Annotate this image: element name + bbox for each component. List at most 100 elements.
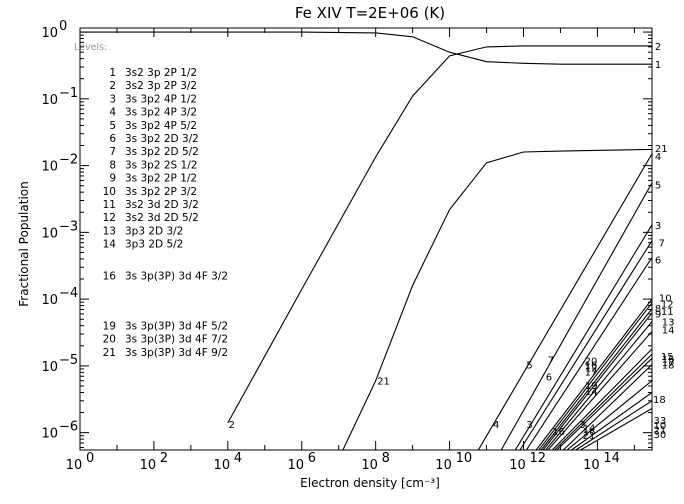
legend-level-config: 3s2 3p 2P 1/2: [125, 67, 197, 79]
curve-level-16: [556, 357, 652, 450]
curve-label: 14: [585, 387, 598, 398]
curve-label: 3: [579, 420, 585, 431]
curve-level-7: [519, 240, 652, 450]
curve-label: 30: [654, 430, 667, 441]
x-tick-label: 10: [214, 458, 231, 473]
curve-label: 33: [654, 416, 667, 427]
curve-label: 12: [585, 363, 598, 374]
x-tick-label: 10: [66, 458, 83, 473]
curve-label: 21: [655, 144, 668, 155]
curve-level-3: [514, 224, 652, 450]
legend-level-config: 3s 3p2 2D 3/2: [125, 133, 199, 145]
curve-label: 6: [546, 373, 552, 384]
y-tick-label: 10: [41, 26, 58, 41]
curve-label: 15: [661, 352, 674, 363]
y-tick-label: 10: [41, 293, 58, 308]
y-tick-label: 10: [41, 160, 58, 175]
curve-label: 21: [583, 431, 596, 442]
curve-label: 5: [655, 181, 661, 192]
curve-level-21: [342, 148, 652, 450]
x-tick-exponent: 10: [456, 451, 473, 466]
y-tick-exponent: −4: [59, 286, 78, 301]
legend-level-config: 3s 3p(3P) 3d 4F 9/2: [125, 347, 228, 359]
x-tick-label: 10: [435, 458, 452, 473]
curve-label: 16: [552, 427, 565, 438]
legend-level-number: 4: [109, 107, 116, 119]
curve-label: 21: [377, 377, 390, 388]
curve-level-11: [545, 321, 652, 450]
curve-label: 16: [662, 355, 675, 366]
population-curves: [80, 31, 652, 450]
legend-level-config: 3s2 3d 2D 3/2: [125, 199, 199, 211]
curve-level-14: [547, 330, 652, 450]
legend-level-config: 3s 3p2 4P 1/2: [125, 93, 197, 105]
x-axis-label: Electron density [cm⁻³]: [300, 476, 440, 490]
legend-level-config: 3s 3p(3P) 3d 4F 7/2: [125, 334, 228, 346]
y-tick-label: 10: [41, 226, 58, 241]
chart-title: Fe XIV T=2E+06 (K): [295, 4, 445, 22]
legend-level-config: 3s 3p2 4P 5/2: [125, 120, 197, 132]
curve-label: 9: [655, 309, 661, 320]
x-tick-label: 10: [509, 458, 526, 473]
curve-label: 18: [662, 360, 675, 371]
curve-level-12: [538, 302, 652, 450]
legend-level-number: 12: [103, 212, 116, 224]
x-tick-label: 10: [583, 458, 600, 473]
legend-level-config: 3s 3p(3P) 3d 4F 3/2: [125, 270, 228, 282]
legend-level-number: 6: [109, 133, 116, 145]
legend-level-number: 9: [109, 173, 116, 185]
curve-label: 3: [526, 420, 532, 431]
curve-level-30: [580, 408, 652, 450]
legend-level-config: 3p3 2D 5/2: [125, 239, 183, 251]
x-tick-exponent: 8: [382, 451, 390, 466]
curve-level-9: [542, 312, 652, 450]
legend-level-number: 1: [109, 67, 116, 79]
legend-level-config: 3s 3p(3P) 3d 4F 5/2: [125, 320, 228, 332]
curve-label: 8: [655, 304, 661, 315]
y-tick-exponent: −5: [59, 353, 78, 368]
x-tick-label: 10: [287, 458, 304, 473]
curve-label: 10: [659, 294, 672, 305]
x-tick-exponent: 0: [86, 451, 94, 466]
y-axis-label: Fractional Population: [17, 181, 31, 306]
curve-label: 17: [585, 368, 598, 379]
legend-level-number: 20: [103, 334, 116, 346]
legend-level-config: 3s2 3d 2D 5/2: [125, 212, 199, 224]
y-tick-exponent: −6: [59, 420, 78, 435]
curve-label: 14: [662, 326, 675, 337]
curve-level-13: [551, 348, 652, 450]
curve-label: 2: [655, 42, 661, 53]
curve-label: 5: [526, 360, 532, 371]
legend-level-number: 10: [103, 186, 116, 198]
y-tick-exponent: −3: [59, 219, 78, 234]
curve-label: 17: [662, 358, 675, 369]
curve-label: 19: [585, 381, 598, 392]
axis-ticks: [79, 28, 652, 450]
y-tick-exponent: 0: [59, 19, 67, 34]
x-tick-label: 10: [140, 458, 157, 473]
curve-label: 16: [583, 427, 596, 438]
y-tick-label: 10: [41, 360, 58, 375]
x-tick-exponent: 14: [603, 451, 620, 466]
curve-label: 21: [654, 425, 667, 436]
legend-level-config: 3s 3p2 2P 3/2: [125, 186, 197, 198]
curve-label: 1: [655, 60, 661, 71]
x-tick-label: 10: [361, 458, 378, 473]
curve-label: 11: [661, 307, 674, 318]
curve-level-18: [563, 364, 652, 450]
curve-label: 3: [655, 221, 661, 232]
curve-level-17: [571, 392, 652, 450]
curve-level-1: [80, 31, 652, 65]
curve-label: 16: [585, 360, 598, 371]
legend-level-number: 16: [103, 270, 117, 282]
curve-label: 12: [661, 300, 674, 311]
y-tick-exponent: −1: [59, 86, 78, 101]
curve-level-10: [535, 298, 652, 450]
legend-level-number: 2: [109, 80, 116, 92]
curve-level-5: [500, 182, 652, 450]
legend-level-config: 3p3 2D 3/2: [125, 225, 183, 237]
legend-level-number: 11: [103, 199, 116, 211]
